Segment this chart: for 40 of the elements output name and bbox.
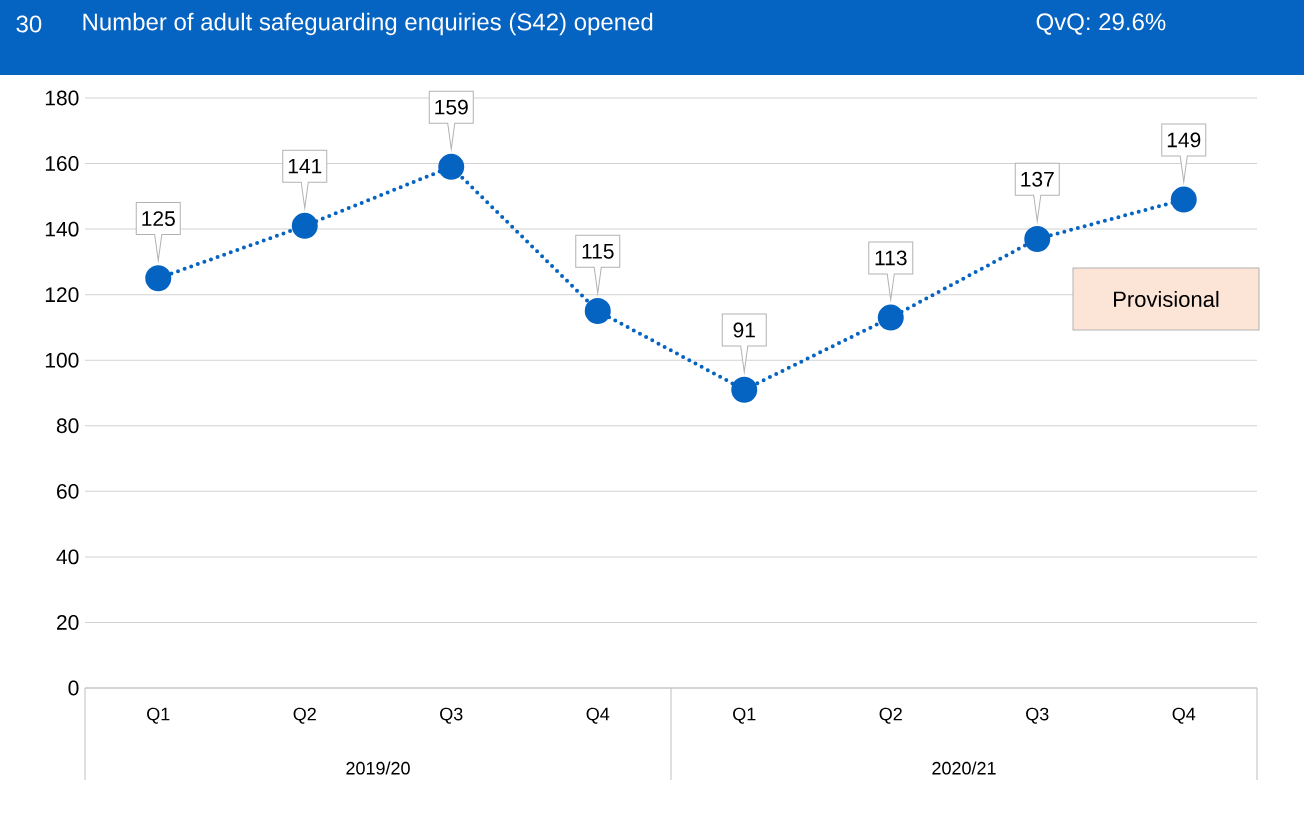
data-label: 159 — [435, 99, 468, 115]
point — [438, 153, 465, 180]
text: 30 — [16, 15, 42, 33]
data-label: 137 — [1021, 171, 1054, 187]
x-tick-label: Q1 — [147, 707, 170, 724]
y-tick-label: 100 — [45, 352, 79, 368]
point — [731, 376, 758, 403]
x-tick-label: Q2 — [293, 707, 316, 724]
data-label: 125 — [142, 211, 175, 227]
x-tick-label: Q2 — [879, 707, 902, 724]
point — [584, 298, 611, 325]
point — [1170, 186, 1197, 213]
text: QvQ: 29.6% — [1036, 13, 1166, 35]
point — [291, 212, 318, 239]
annotation: Provisional — [1114, 290, 1219, 308]
point — [1024, 225, 1051, 252]
x-tick-label: Q3 — [1026, 707, 1049, 724]
x-tick-label: Q1 — [733, 707, 756, 724]
data-label: 113 — [875, 250, 907, 266]
y-tick-label: 120 — [45, 287, 79, 303]
x-tick-label: Q3 — [440, 707, 463, 724]
y-tick-label: 80 — [56, 418, 79, 434]
y-tick-label: 160 — [45, 156, 79, 171]
y-tick-label: 40 — [56, 549, 79, 565]
x-tick-label: Q4 — [1172, 707, 1196, 724]
y-tick-label: 0 — [68, 680, 79, 696]
y-tick-label: 60 — [57, 483, 79, 499]
chart-title: Number of adult safeguarding enquiries (S42) opened — [83, 12, 653, 36]
text: 2019/20 — [346, 761, 410, 775]
data-label: 115 — [582, 244, 614, 259]
data-label: 141 — [288, 158, 322, 174]
text: 2020/21 — [932, 761, 996, 775]
point — [877, 304, 904, 331]
x-tick-label: Q4 — [586, 707, 610, 724]
y-tick-label: 180 — [45, 90, 79, 106]
y-tick-label: 20 — [57, 615, 79, 630]
point — [145, 265, 172, 292]
data-label: 149 — [1167, 132, 1201, 148]
y-tick-label: 140 — [45, 221, 79, 237]
data-label: 91 — [733, 322, 755, 338]
